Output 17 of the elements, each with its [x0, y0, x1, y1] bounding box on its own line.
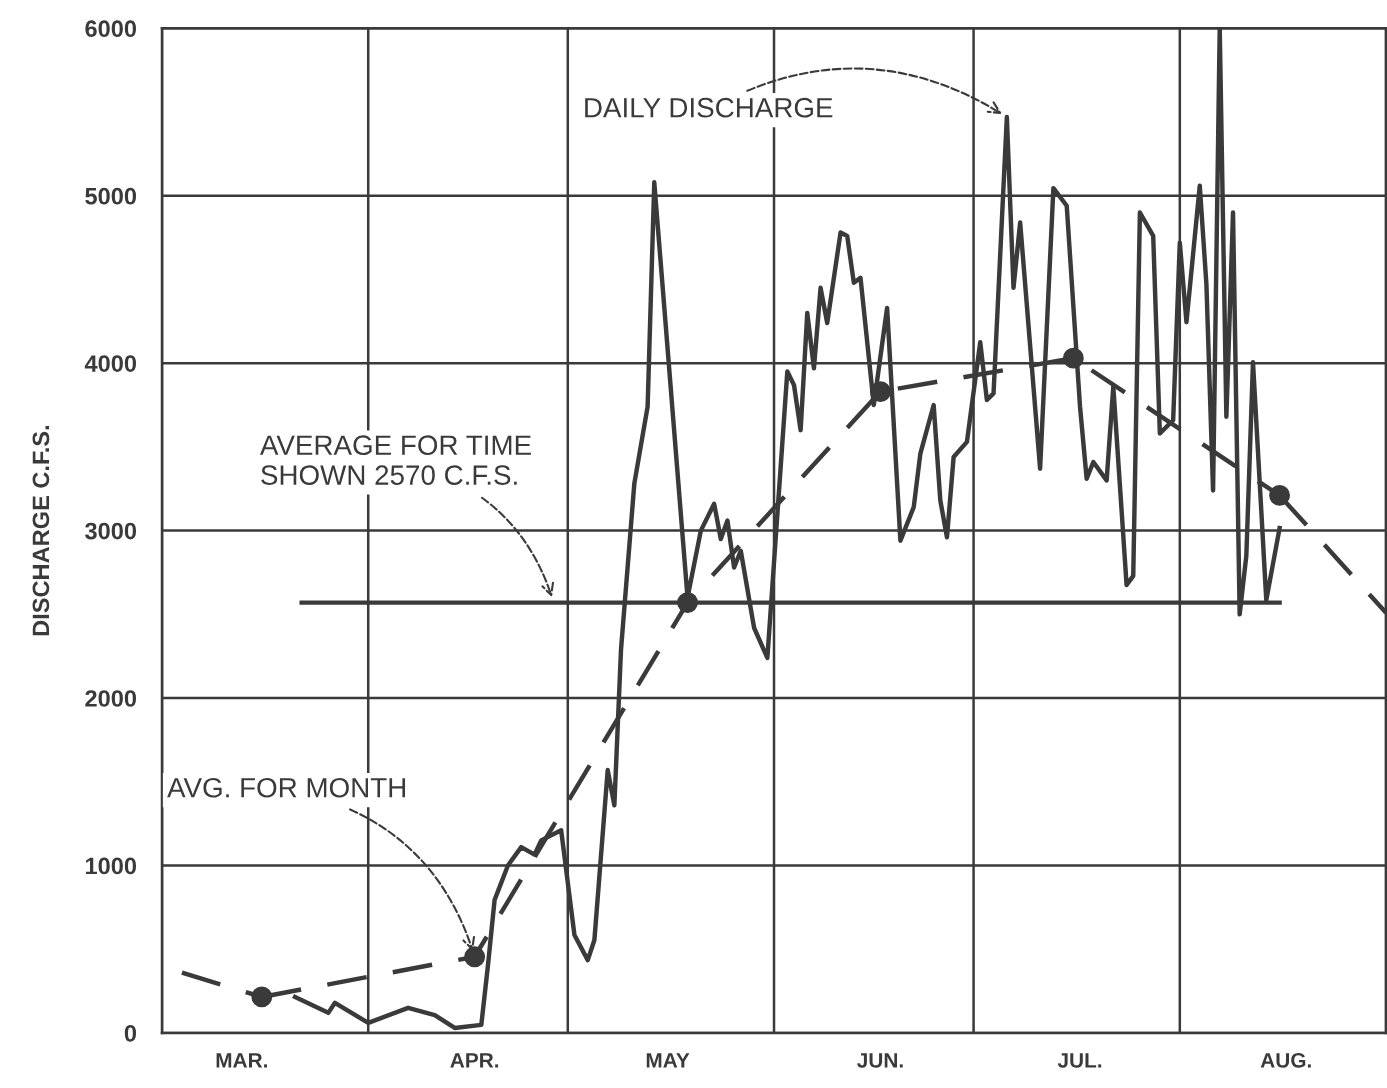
annotation: AVERAGE FOR TIME SHOWN 2570 C.F.S. [259, 435, 531, 485]
x-tick-label: MAY [646, 1053, 690, 1068]
x-tick-label: JUL. [1057, 1053, 1102, 1068]
y-axis-title: DISCHARGE C.F.S. [32, 425, 50, 636]
y-tick-label: 3000 [85, 522, 137, 540]
y-tick-label: 2000 [85, 690, 137, 707]
y-tick-label: 5000 [85, 187, 137, 205]
x-tick-label: JUN. [857, 1053, 903, 1068]
y-tick-label: 4000 [84, 355, 137, 372]
x-tick-label: AUG. [1260, 1052, 1311, 1068]
annotation: DAILY DISCHARGE [585, 97, 833, 118]
y-tick-label: 0 [124, 1025, 137, 1042]
y-tick-label: 1000 [85, 857, 137, 875]
annotation: AVG. FOR MONTH [167, 777, 406, 798]
y-tick-label: 6000 [85, 20, 137, 38]
x-tick-label: MAR. [216, 1053, 268, 1068]
x-tick-label: APR. [450, 1053, 499, 1068]
